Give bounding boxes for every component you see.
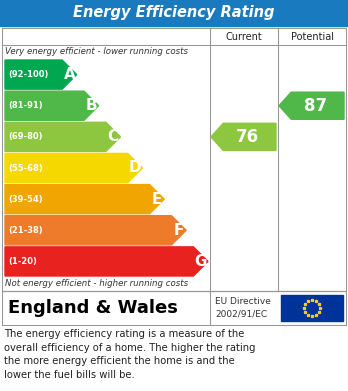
Text: G: G xyxy=(195,254,207,269)
Text: B: B xyxy=(86,98,97,113)
Text: EU Directive: EU Directive xyxy=(215,298,271,307)
Text: (55-68): (55-68) xyxy=(8,163,43,172)
Polygon shape xyxy=(5,60,77,89)
Text: C: C xyxy=(108,129,119,144)
Text: Potential: Potential xyxy=(291,32,333,41)
Text: Very energy efficient - lower running costs: Very energy efficient - lower running co… xyxy=(5,47,188,57)
Bar xyxy=(2,291,346,325)
Polygon shape xyxy=(279,92,344,119)
Text: 2002/91/EC: 2002/91/EC xyxy=(215,310,267,319)
Polygon shape xyxy=(5,122,120,151)
Bar xyxy=(0,0,348,26)
Text: Current: Current xyxy=(226,32,262,41)
Text: (1-20): (1-20) xyxy=(8,257,37,266)
Text: 76: 76 xyxy=(236,128,259,146)
Polygon shape xyxy=(5,185,164,214)
Polygon shape xyxy=(211,123,276,151)
Polygon shape xyxy=(5,216,186,245)
Text: Not energy efficient - higher running costs: Not energy efficient - higher running co… xyxy=(5,280,188,289)
Text: 87: 87 xyxy=(304,97,327,115)
Bar xyxy=(2,28,346,291)
Text: (92-100): (92-100) xyxy=(8,70,48,79)
Bar xyxy=(281,295,343,321)
Text: Energy Efficiency Rating: Energy Efficiency Rating xyxy=(73,5,275,20)
Text: E: E xyxy=(152,192,162,206)
Polygon shape xyxy=(5,91,98,120)
Polygon shape xyxy=(5,247,208,276)
Text: F: F xyxy=(174,223,184,238)
Text: The energy efficiency rating is a measure of the
overall efficiency of a home. T: The energy efficiency rating is a measur… xyxy=(4,329,255,380)
Text: (69-80): (69-80) xyxy=(8,133,42,142)
Polygon shape xyxy=(5,153,142,183)
Text: A: A xyxy=(64,67,75,82)
Text: D: D xyxy=(129,160,141,176)
Text: (21-38): (21-38) xyxy=(8,226,42,235)
Text: (81-91): (81-91) xyxy=(8,101,42,110)
Text: (39-54): (39-54) xyxy=(8,195,42,204)
Text: England & Wales: England & Wales xyxy=(8,299,178,317)
